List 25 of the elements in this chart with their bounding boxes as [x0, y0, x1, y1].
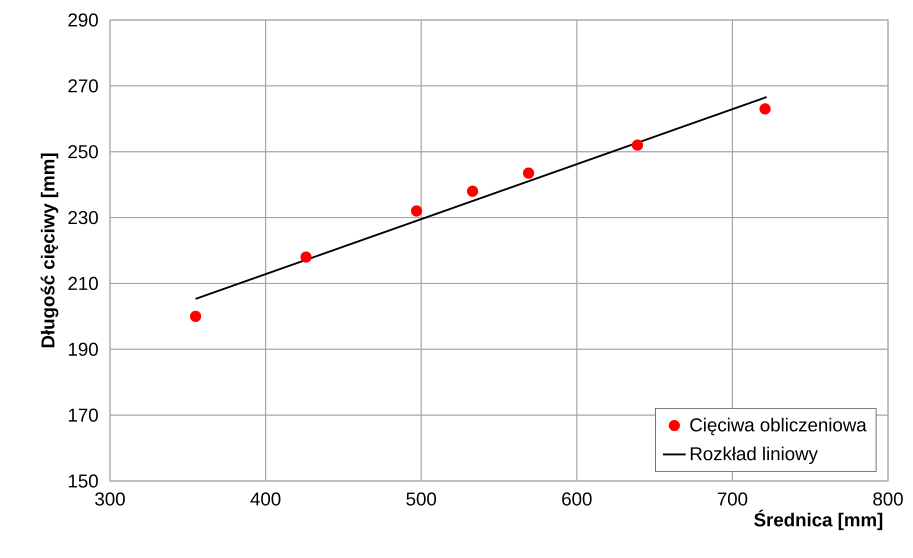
y-tick-label: 150: [68, 474, 98, 488]
point: [300, 251, 312, 263]
x-tick-label: 300: [95, 492, 125, 506]
y-tick-label: 170: [68, 408, 98, 422]
y-tick-label: 230: [68, 210, 98, 224]
x-axis-title: Średnica [mm]: [754, 510, 882, 530]
legend-label: Cięciwa obliczeniowa: [690, 418, 867, 436]
y-axis-title: Długość cięciwy [mm]: [40, 154, 58, 348]
x-tick-label: 800: [873, 492, 903, 506]
y-tick-label: 250: [68, 145, 98, 158]
point: [632, 140, 644, 151]
y-tick-label: 210: [68, 276, 98, 290]
point: [759, 103, 771, 115]
point: [410, 205, 422, 217]
point: [522, 168, 534, 179]
x-tick-label: 700: [718, 492, 748, 506]
legend-label: Rozkład liniowy: [690, 446, 818, 464]
y-tick-label: 190: [68, 342, 98, 356]
point: [190, 310, 202, 322]
x-tick-label: 400: [250, 492, 280, 506]
y-tick-label: 270: [68, 79, 98, 92]
x-tick-label: 600: [562, 492, 592, 506]
x-tick-label: 500: [406, 492, 436, 506]
y-tick-label: 290: [68, 13, 98, 27]
point: [466, 186, 478, 197]
